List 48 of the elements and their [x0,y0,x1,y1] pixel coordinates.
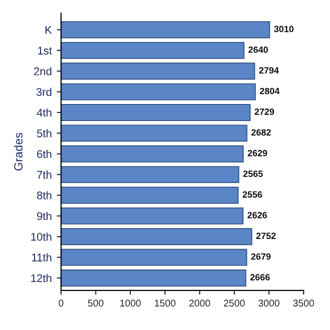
y-axis-title: Grades [14,132,23,171]
x-tick-label: 1500 [154,300,176,307]
x-tick-label: 1000 [120,300,141,307]
bar [61,248,248,266]
x-tick-label: 2000 [189,300,210,307]
bar [61,83,256,100]
data-label: 2752 [256,232,276,240]
data-label: 2682 [251,129,271,136]
y-tick-label: 1st [38,46,52,55]
y-tick-label: 11th [32,253,52,262]
bar [61,145,244,162]
bar [61,166,240,184]
data-label: 2640 [248,46,268,53]
bar [61,124,248,142]
data-label: 2565 [243,170,263,177]
bar [61,62,256,80]
bar [61,207,244,224]
y-tick-label: 12th [31,274,52,282]
bar [61,186,239,204]
data-label: 2794 [259,67,279,74]
data-label: 3010 [274,26,294,32]
data-label: 2556 [242,191,262,198]
y-tick-label: 6th [37,150,52,158]
y-tick-label: 4th [36,108,52,117]
x-tick-label: 0 [58,300,64,307]
x-tick-label: 500 [88,300,104,307]
bar [61,21,270,38]
y-tick-label: K [46,26,52,34]
y-tick-label: 5th [37,129,52,138]
bar [61,42,244,59]
bar [61,228,252,246]
x-tick-label: 2500 [224,300,245,307]
y-tick-label: 8th [37,191,52,200]
bar [61,104,251,121]
y-tick-label: 3rd [36,88,52,96]
data-label: 2729 [254,108,274,115]
y-tick-label: 7th [37,170,52,179]
y-tick-label: 9th [37,212,52,220]
x-tick-label: 3500 [293,300,314,307]
y-tick-label: 10th [31,232,52,241]
data-label: 2629 [248,150,268,156]
y-tick-label: 2nd [34,67,52,76]
x-tick-label: 3000 [258,300,280,307]
bar [61,270,246,286]
data-label: 2666 [250,274,270,280]
data-label: 2679 [251,253,271,260]
data-label: 2626 [248,212,267,218]
data-label: 2804 [260,88,280,94]
